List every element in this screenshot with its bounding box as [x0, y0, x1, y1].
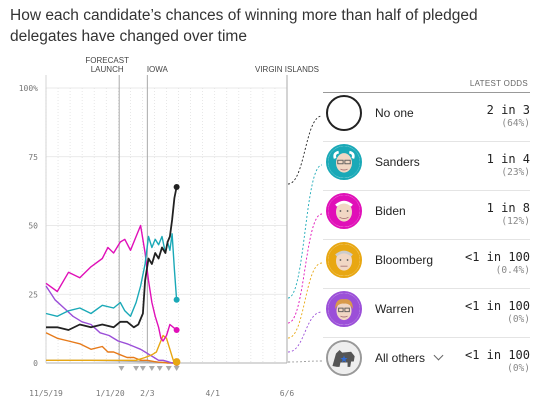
- candidate-name: Biden: [375, 204, 406, 218]
- candidate-name: Sanders: [375, 155, 420, 169]
- primary-marker-icon: [165, 366, 172, 371]
- candidate-odds: <1 in 100 (0.4%): [465, 250, 530, 277]
- series-lines: [45, 184, 181, 366]
- series-line-warren: [45, 285, 177, 364]
- candidate-row-sanders[interactable]: Sanders 1 in 4 (23%): [323, 141, 530, 191]
- odds-value: <1 in 100: [464, 299, 530, 313]
- candidate-row-bloomberg[interactable]: Bloomberg <1 in 100 (0.4%): [323, 239, 530, 289]
- x-tick-label: 2/3: [140, 389, 155, 398]
- primary-marker-icon: [133, 366, 140, 371]
- odds-value: <1 in 100: [464, 348, 530, 362]
- candidate-odds: 2 in 3 (64%): [487, 103, 530, 130]
- event-label: VIRGIN ISLANDS: [255, 65, 319, 74]
- odds-value: 1 in 8: [486, 201, 530, 215]
- y-tick-label: 25: [28, 290, 38, 299]
- candidate-odds: <1 in 100 (0%): [465, 348, 530, 375]
- y-tick-label: 75: [28, 153, 38, 162]
- odds-percent: (0%): [507, 363, 530, 374]
- chart-grid: [45, 75, 288, 364]
- series-line-bloomberg: [46, 334, 177, 363]
- odds-value: <1 in 100: [464, 250, 530, 264]
- primary-marker-icon: [173, 366, 180, 371]
- candidate-row-no-one[interactable]: No one 2 in 3 (64%): [323, 92, 530, 142]
- candidate-name: Warren: [375, 302, 414, 316]
- candidate-name-label: All others: [375, 351, 426, 365]
- chart-title: How each candidate’s chances of winning …: [10, 7, 478, 45]
- chevron-down-icon[interactable]: [433, 350, 444, 361]
- warren-portrait-icon: [326, 291, 362, 327]
- legend-connector: [287, 164, 322, 299]
- candidate-row-warren[interactable]: Warren <1 in 100 (0%): [323, 288, 530, 338]
- empty-circle-icon: [326, 95, 362, 131]
- odds-percent: (23%): [501, 167, 530, 178]
- odds-percent: (12%): [501, 216, 530, 227]
- series-end-dot: [173, 296, 180, 303]
- legend-connectors: [287, 115, 322, 363]
- series-line-sanders: [45, 233, 178, 317]
- primary-marker-icon: [118, 366, 125, 371]
- legend-connector: [287, 213, 322, 324]
- y-tick-label: 0: [33, 359, 38, 368]
- legend-connector: [287, 115, 322, 185]
- x-tick-label: 4/1: [205, 389, 220, 398]
- series-end-dot: [173, 184, 180, 190]
- latest-odds-header: LATEST ODDS: [469, 79, 528, 88]
- legend-connector: [287, 311, 322, 353]
- candidate-row-all-others[interactable]: All others <1 in 100 (0%): [323, 337, 530, 386]
- y-tick-label: 50: [28, 222, 38, 231]
- sanders-portrait-icon: [326, 144, 362, 180]
- y-tick-label: 100%: [19, 84, 38, 93]
- legend-connector: [287, 360, 322, 363]
- axis-ticks: 0 25 50 75 100% 11/5/19 1/1/20 2/3 4/1 6/6: [19, 84, 295, 398]
- event-label: LAUNCH: [91, 65, 124, 74]
- candidate-name[interactable]: All others: [375, 350, 444, 365]
- candidate-odds: 1 in 8 (12%): [487, 201, 530, 228]
- series-line-biden: [45, 224, 178, 342]
- event-label: IOWA: [147, 65, 169, 74]
- series-end-dot: [173, 327, 180, 333]
- series-line-no-one: [46, 186, 178, 331]
- donkey-icon: [326, 340, 362, 376]
- candidate-name: No one: [375, 106, 414, 120]
- x-tick-label: 11/5/19: [29, 389, 63, 398]
- biden-portrait-icon: [326, 193, 362, 229]
- odds-value: 2 in 3: [486, 103, 530, 117]
- candidate-odds: <1 in 100 (0%): [465, 299, 530, 326]
- event-label: FORECAST: [85, 56, 129, 65]
- odds-percent: (0%): [507, 314, 530, 325]
- x-tick-label: 6/6: [280, 389, 295, 398]
- odds-value: 1 in 4: [486, 152, 530, 166]
- series-end-dot: [172, 358, 181, 366]
- rows-divider: [323, 92, 530, 93]
- primary-marker-icon: [148, 366, 155, 371]
- primary-marker-icon: [156, 366, 163, 371]
- odds-percent: (64%): [501, 118, 530, 129]
- primary-marker-icon: [139, 366, 146, 371]
- candidate-row-biden[interactable]: Biden 1 in 8 (12%): [323, 190, 530, 240]
- bloomberg-portrait-icon: [326, 242, 362, 278]
- x-tick-label: 1/1/20: [96, 389, 125, 398]
- candidate-name: Bloomberg: [375, 253, 434, 267]
- legend-connector: [287, 262, 322, 339]
- candidate-odds: 1 in 4 (23%): [487, 152, 530, 179]
- odds-percent: (0.4%): [495, 265, 530, 276]
- series-line-others: [45, 332, 177, 364]
